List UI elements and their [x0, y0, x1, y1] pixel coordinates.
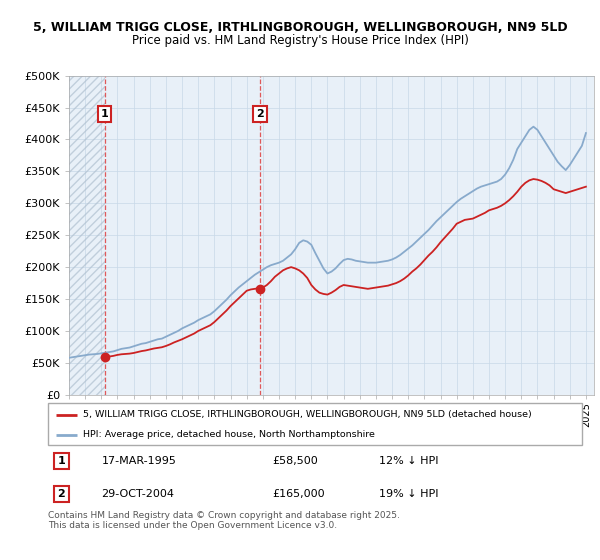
Text: 19% ↓ HPI: 19% ↓ HPI: [379, 489, 439, 499]
Text: 5, WILLIAM TRIGG CLOSE, IRTHLINGBOROUGH, WELLINGBOROUGH, NN9 5LD (detached house: 5, WILLIAM TRIGG CLOSE, IRTHLINGBOROUGH,…: [83, 410, 532, 419]
Text: 17-MAR-1995: 17-MAR-1995: [101, 456, 176, 466]
Text: Contains HM Land Registry data © Crown copyright and database right 2025.
This d: Contains HM Land Registry data © Crown c…: [48, 511, 400, 530]
Text: 5, WILLIAM TRIGG CLOSE, IRTHLINGBOROUGH, WELLINGBOROUGH, NN9 5LD: 5, WILLIAM TRIGG CLOSE, IRTHLINGBOROUGH,…: [32, 21, 568, 34]
Text: 12% ↓ HPI: 12% ↓ HPI: [379, 456, 439, 466]
Bar: [69, 76, 104, 395]
Text: Price paid vs. HM Land Registry's House Price Index (HPI): Price paid vs. HM Land Registry's House …: [131, 34, 469, 46]
Text: 2: 2: [256, 109, 264, 119]
Text: £165,000: £165,000: [272, 489, 325, 499]
Text: 29-OCT-2004: 29-OCT-2004: [101, 489, 175, 499]
Text: 1: 1: [101, 109, 109, 119]
Text: 2: 2: [58, 489, 65, 499]
Text: HPI: Average price, detached house, North Northamptonshire: HPI: Average price, detached house, Nort…: [83, 430, 374, 439]
Text: 1: 1: [58, 456, 65, 466]
Text: £58,500: £58,500: [272, 456, 318, 466]
